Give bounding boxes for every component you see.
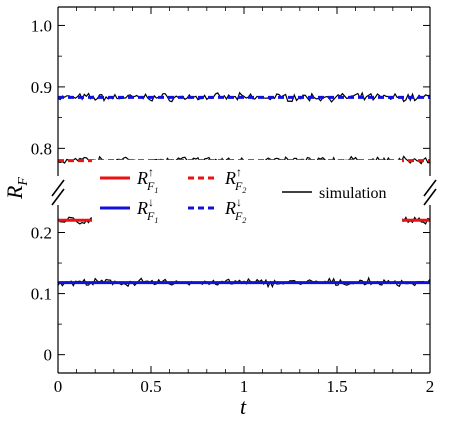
svg-text:RF: RF	[2, 177, 31, 200]
legend: R↑ F1 R↑ F2 R↓ F1 R↓ F2 simulation	[92, 160, 402, 226]
y-tick-label: 0	[44, 346, 53, 365]
legend-label: R↓ F1	[136, 195, 158, 225]
legend-label: R↑ F2	[224, 165, 246, 195]
legend-item: simulation	[282, 185, 387, 202]
y-axis-label: RF	[2, 177, 31, 200]
legend-label: R↓ F2	[224, 195, 246, 225]
axes-layer: 0 0.5 1 1.5 2 0.8 0.9 1.0 0 0.1 0.2	[31, 6, 438, 396]
legend-label: simulation	[319, 185, 387, 202]
x-tick-label: 1.5	[326, 377, 347, 396]
y-tick-label: 1.0	[31, 16, 52, 35]
x-tick-label: 0.5	[140, 377, 161, 396]
y-axis-label-sub: F	[16, 177, 31, 187]
legend-box	[92, 160, 402, 226]
y-tick-label: 0.9	[31, 78, 52, 97]
legend-item: R↑ F1	[100, 165, 158, 195]
legend-item: R↑ F2	[188, 165, 246, 195]
x-tick-label: 2	[426, 377, 435, 396]
y-tick-label: 0.8	[31, 139, 52, 158]
legend-label: R↑ F1	[136, 165, 158, 195]
axis-break-mark	[51, 179, 65, 197]
legend-item: R↓ F2	[188, 195, 246, 225]
axis-break-mark	[423, 179, 437, 197]
y-axis-label-main: R	[2, 185, 27, 200]
legend-item: R↓ F1	[100, 195, 158, 225]
x-tick-label: 1	[240, 377, 249, 396]
x-axis-label: t	[240, 394, 247, 419]
x-tick-label: 0	[54, 377, 63, 396]
y-tick-label: 0.2	[31, 223, 52, 242]
axis-break-mark	[423, 188, 437, 206]
y-tick-label: 0.1	[31, 285, 52, 304]
axis-break-mark	[51, 188, 65, 206]
